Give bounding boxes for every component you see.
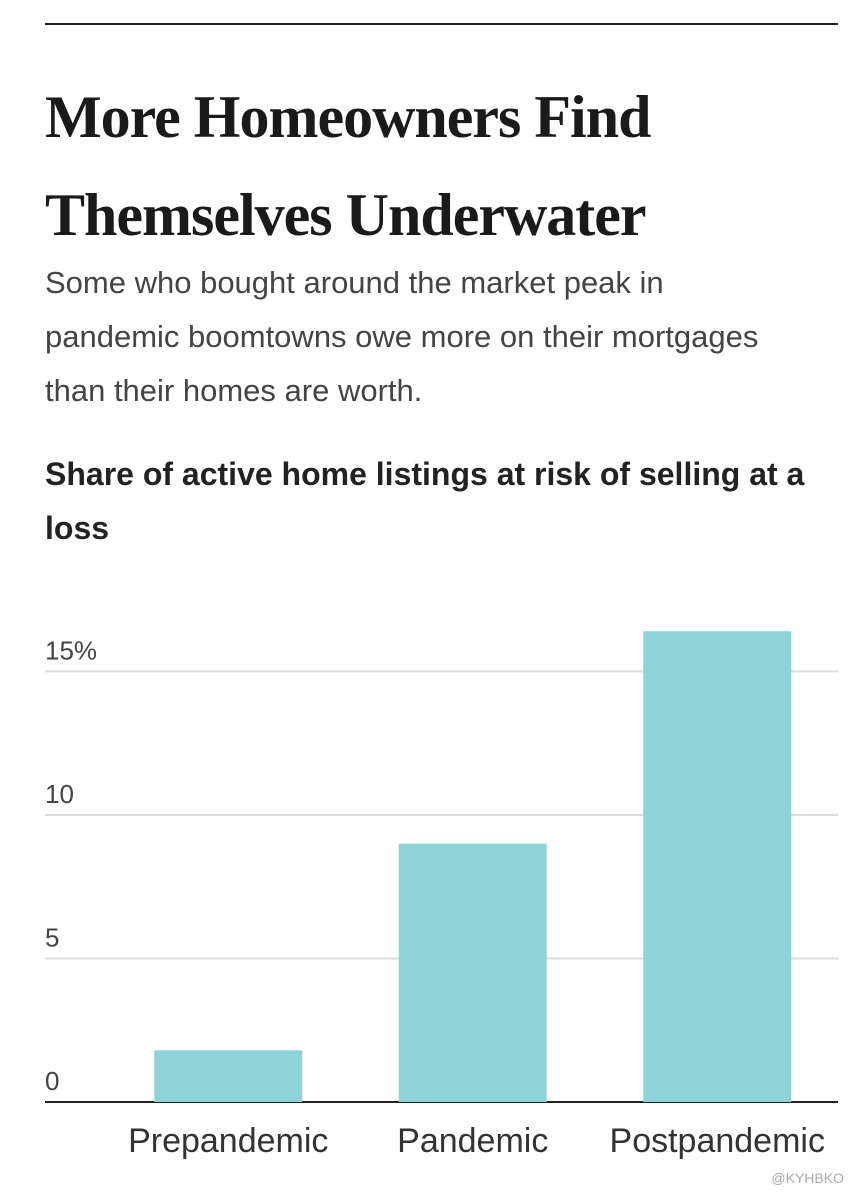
x-tick-label: Postpandemic	[610, 1122, 825, 1160]
chart: 0 5 10 15% Prepandemic Pandemic Postpandemic	[45, 631, 838, 1160]
y-tick-label: 0	[45, 1066, 59, 1096]
subtitle: Some who bought around the market peak i…	[45, 265, 759, 408]
bar	[154, 1050, 303, 1102]
x-tick-label: Prepandemic	[128, 1122, 328, 1160]
headline: More Homeowners Find Themselves Underwat…	[45, 84, 651, 248]
chart-title: Share of active home listings at risk of…	[45, 456, 805, 546]
bar	[398, 843, 547, 1102]
top-rule	[45, 23, 838, 25]
y-tick-label: 15%	[45, 635, 97, 665]
watermark: @KYHBKO	[771, 1170, 844, 1186]
y-tick-label: 5	[45, 922, 59, 952]
bar	[643, 631, 792, 1102]
x-tick-label: Pandemic	[397, 1122, 548, 1160]
y-tick-label: 10	[45, 779, 74, 809]
